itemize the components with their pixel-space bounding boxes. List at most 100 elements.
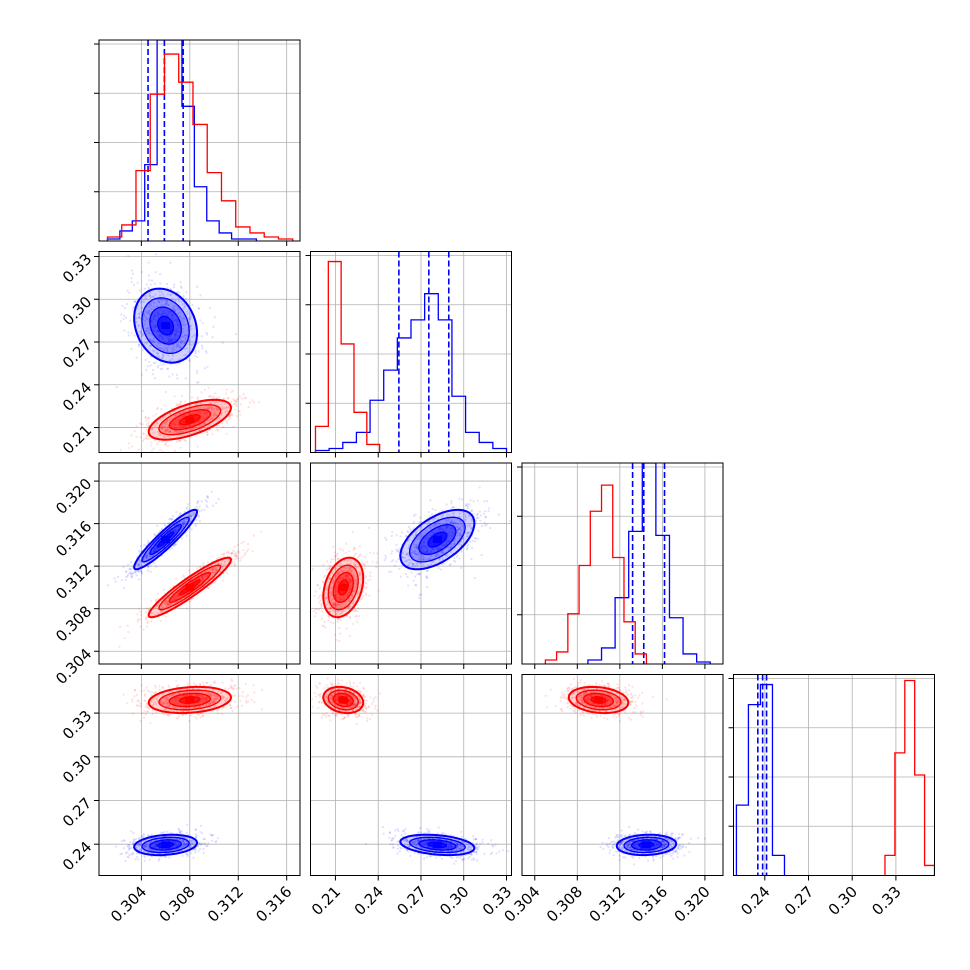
sample-point bbox=[203, 421, 206, 425]
sample-point bbox=[419, 593, 423, 596]
sample-point bbox=[174, 841, 177, 844]
sample-point bbox=[166, 435, 169, 438]
sample-point bbox=[235, 400, 238, 403]
sample-point bbox=[343, 575, 346, 578]
sample-point bbox=[236, 550, 240, 553]
sample-point bbox=[164, 312, 168, 316]
sample-point bbox=[192, 842, 195, 845]
sample-point bbox=[131, 853, 135, 856]
sample-point bbox=[145, 368, 148, 372]
sample-point bbox=[327, 567, 330, 570]
sample-point bbox=[376, 552, 379, 555]
sample-point bbox=[178, 417, 181, 420]
sample-point bbox=[195, 369, 198, 373]
sample-point bbox=[226, 409, 229, 413]
sample-point bbox=[137, 570, 140, 573]
sample-point bbox=[172, 431, 175, 435]
sample-point bbox=[182, 523, 185, 526]
sample-point bbox=[339, 595, 342, 598]
sample-point bbox=[450, 518, 454, 522]
sample-point bbox=[449, 521, 453, 524]
sample-point bbox=[225, 406, 228, 409]
sample-point bbox=[315, 612, 318, 615]
sample-point bbox=[137, 564, 141, 567]
sample-point bbox=[157, 352, 160, 355]
sample-point bbox=[211, 569, 215, 572]
sample-point bbox=[166, 310, 169, 313]
sample-point bbox=[349, 559, 353, 562]
sample-point bbox=[214, 840, 217, 844]
sample-point bbox=[141, 332, 144, 336]
sample-point bbox=[426, 585, 429, 589]
sample-point bbox=[458, 534, 461, 537]
sample-point bbox=[352, 546, 356, 549]
sample-point bbox=[323, 620, 326, 624]
sample-point bbox=[145, 555, 149, 559]
sample-point bbox=[191, 839, 195, 842]
sample-point bbox=[431, 547, 435, 550]
sample-point bbox=[339, 577, 342, 580]
sample-point bbox=[161, 832, 164, 835]
sample-point bbox=[177, 842, 180, 846]
sample-point bbox=[166, 293, 170, 296]
sample-point bbox=[408, 544, 411, 547]
sample-point bbox=[320, 603, 323, 606]
sample-point bbox=[133, 430, 136, 433]
sample-point bbox=[338, 626, 341, 629]
sample-point bbox=[333, 603, 336, 607]
sample-point bbox=[439, 547, 442, 550]
sample-point bbox=[359, 573, 362, 576]
sample-point bbox=[335, 609, 339, 613]
sample-point bbox=[439, 526, 442, 529]
sample-point bbox=[119, 449, 122, 452]
sample-point bbox=[237, 410, 240, 413]
sample-point bbox=[225, 421, 228, 424]
sample-point bbox=[192, 856, 195, 859]
sample-point bbox=[205, 574, 208, 578]
sample-point bbox=[161, 426, 164, 429]
sample-point bbox=[183, 425, 186, 428]
sample-point bbox=[166, 602, 169, 606]
sample-point bbox=[204, 411, 207, 415]
sample-point bbox=[183, 844, 187, 847]
sample-point bbox=[432, 548, 435, 551]
y-tick-label: 0.30 bbox=[59, 293, 95, 329]
sample-point bbox=[425, 529, 428, 532]
sample-point bbox=[171, 840, 174, 843]
sample-point bbox=[364, 556, 367, 559]
sample-point bbox=[175, 595, 179, 598]
sample-point bbox=[340, 605, 343, 609]
sample-point bbox=[390, 534, 393, 538]
sample-point bbox=[175, 529, 178, 533]
sample-point bbox=[167, 430, 170, 433]
sample-point bbox=[322, 564, 325, 567]
sample-point bbox=[365, 582, 368, 585]
sample-point bbox=[145, 436, 148, 439]
sample-point bbox=[452, 506, 456, 509]
sample-point bbox=[194, 851, 197, 854]
sample-point bbox=[342, 609, 345, 613]
sample-point bbox=[150, 319, 153, 322]
sample-point bbox=[207, 395, 211, 399]
sample-point bbox=[183, 438, 186, 442]
sample-point bbox=[160, 303, 163, 306]
sample-point bbox=[196, 372, 199, 375]
sample-point bbox=[164, 302, 168, 306]
sample-point bbox=[156, 603, 159, 607]
sample-point bbox=[152, 612, 155, 615]
sample-point bbox=[138, 563, 141, 566]
sample-point bbox=[410, 553, 413, 556]
sample-point bbox=[320, 602, 324, 605]
sample-point bbox=[181, 594, 184, 597]
sample-point bbox=[182, 520, 185, 523]
grid bbox=[99, 251, 300, 453]
sample-point bbox=[436, 553, 439, 556]
sample-point bbox=[135, 846, 138, 849]
sample-point bbox=[329, 606, 332, 610]
sample-point bbox=[357, 555, 360, 558]
sample-point bbox=[328, 610, 331, 613]
sample-point bbox=[213, 567, 216, 570]
sample-point bbox=[135, 356, 138, 359]
sample-point bbox=[225, 432, 228, 435]
sample-point bbox=[154, 844, 157, 847]
